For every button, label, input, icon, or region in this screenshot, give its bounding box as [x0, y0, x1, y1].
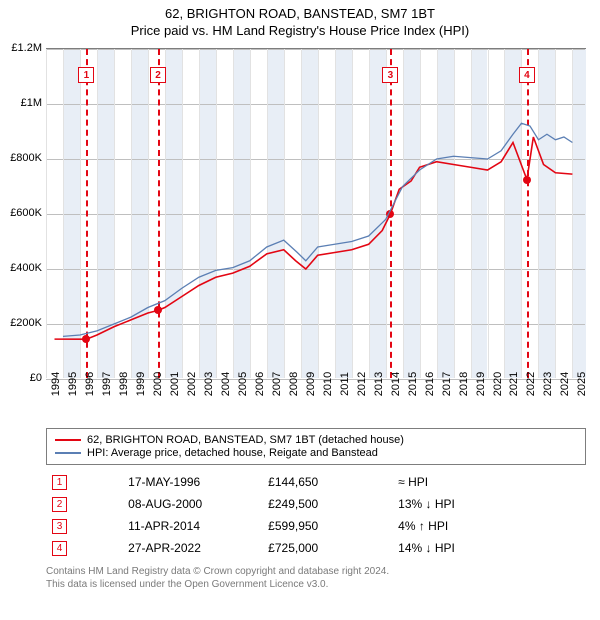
legend-swatch	[55, 439, 81, 441]
x-tick-label: 2009	[305, 372, 317, 396]
legend-label: HPI: Average price, detached house, Reig…	[87, 447, 378, 459]
price-chart: 1234 £0 £200K £400K £600K £800K £1M £1.2M 1994 1…	[4, 44, 596, 424]
x-tick-label: 2011	[339, 372, 351, 396]
x-tick-label: 2000	[152, 372, 164, 396]
series-hpi	[63, 123, 572, 336]
legend-row: HPI: Average price, detached house, Reig…	[55, 447, 577, 459]
x-tick-label: 2023	[542, 372, 554, 396]
footer-attribution: Contains HM Land Registry data © Crown c…	[46, 565, 586, 591]
legend-swatch	[55, 452, 81, 454]
x-tick-label: 2014	[390, 372, 402, 396]
page-title: 62, BRIGHTON ROAD, BANSTEAD, SM7 1BT	[4, 6, 596, 21]
x-tick-label: 2008	[288, 372, 300, 396]
y-tick-label: £0	[4, 372, 42, 384]
sale-price: £144,650	[262, 471, 392, 493]
table-row: 4 27-APR-2022£725,00014% ↓ HPI	[46, 537, 586, 559]
sale-price: £249,500	[262, 493, 392, 515]
x-tick-label: 2018	[458, 372, 470, 396]
footer-line-2: This data is licensed under the Open Gov…	[46, 578, 586, 591]
x-tick-label: 2019	[475, 372, 487, 396]
x-tick-label: 2016	[424, 372, 436, 396]
x-tick-label: 2005	[237, 372, 249, 396]
row-marker: 2	[52, 497, 67, 512]
sale-price: £725,000	[262, 537, 392, 559]
sale-delta: ≈ HPI	[392, 471, 586, 493]
y-tick-label: £600K	[4, 207, 42, 219]
sale-date: 08-AUG-2000	[122, 493, 262, 515]
x-tick-label: 2004	[220, 372, 232, 396]
x-tick-label: 2001	[169, 372, 181, 396]
table-row: 1 17-MAY-1996£144,650≈ HPI	[46, 471, 586, 493]
legend-row: 62, BRIGHTON ROAD, BANSTEAD, SM7 1BT (de…	[55, 434, 577, 446]
x-tick-label: 1994	[50, 372, 62, 396]
table-row: 2 08-AUG-2000£249,50013% ↓ HPI	[46, 493, 586, 515]
table-row: 3 11-APR-2014£599,9504% ↑ HPI	[46, 515, 586, 537]
sale-date: 27-APR-2022	[122, 537, 262, 559]
legend: 62, BRIGHTON ROAD, BANSTEAD, SM7 1BT (de…	[46, 428, 586, 465]
plot-area: 1234	[46, 48, 586, 378]
y-tick-label: £200K	[4, 317, 42, 329]
sale-date: 17-MAY-1996	[122, 471, 262, 493]
x-tick-label: 1997	[101, 372, 113, 396]
x-tick-label: 1996	[84, 372, 96, 396]
y-tick-label: £1.2M	[4, 42, 42, 54]
row-marker: 3	[52, 519, 67, 534]
row-marker: 1	[52, 475, 67, 490]
x-tick-label: 2007	[271, 372, 283, 396]
sale-delta: 13% ↓ HPI	[392, 493, 586, 515]
x-tick-label: 2025	[576, 372, 588, 396]
x-tick-label: 2006	[254, 372, 266, 396]
footer-line-1: Contains HM Land Registry data © Crown c…	[46, 565, 586, 578]
sale-delta: 4% ↑ HPI	[392, 515, 586, 537]
x-tick-label: 2002	[186, 372, 198, 396]
x-tick-label: 1998	[118, 372, 130, 396]
x-tick-label: 2015	[407, 372, 419, 396]
y-tick-label: £1M	[4, 97, 42, 109]
x-tick-label: 2017	[441, 372, 453, 396]
x-tick-label: 2003	[203, 372, 215, 396]
x-tick-label: 1995	[67, 372, 79, 396]
x-tick-label: 2024	[559, 372, 571, 396]
x-tick-label: 2012	[356, 372, 368, 396]
row-marker: 4	[52, 541, 67, 556]
legend-label: 62, BRIGHTON ROAD, BANSTEAD, SM7 1BT (de…	[87, 434, 404, 446]
series-price_paid	[54, 137, 572, 339]
x-tick-label: 1999	[135, 372, 147, 396]
sales-table: 1 17-MAY-1996£144,650≈ HPI 2 08-AUG-2000£24…	[46, 471, 586, 559]
series-svg	[46, 49, 586, 379]
y-tick-label: £800K	[4, 152, 42, 164]
sale-date: 11-APR-2014	[122, 515, 262, 537]
page-subtitle: Price paid vs. HM Land Registry's House …	[4, 23, 596, 38]
x-tick-label: 2013	[373, 372, 385, 396]
y-tick-label: £400K	[4, 262, 42, 274]
sale-price: £599,950	[262, 515, 392, 537]
x-tick-label: 2010	[322, 372, 334, 396]
sale-delta: 14% ↓ HPI	[392, 537, 586, 559]
x-tick-label: 2020	[492, 372, 504, 396]
x-tick-label: 2021	[508, 372, 520, 396]
x-tick-label: 2022	[525, 372, 537, 396]
